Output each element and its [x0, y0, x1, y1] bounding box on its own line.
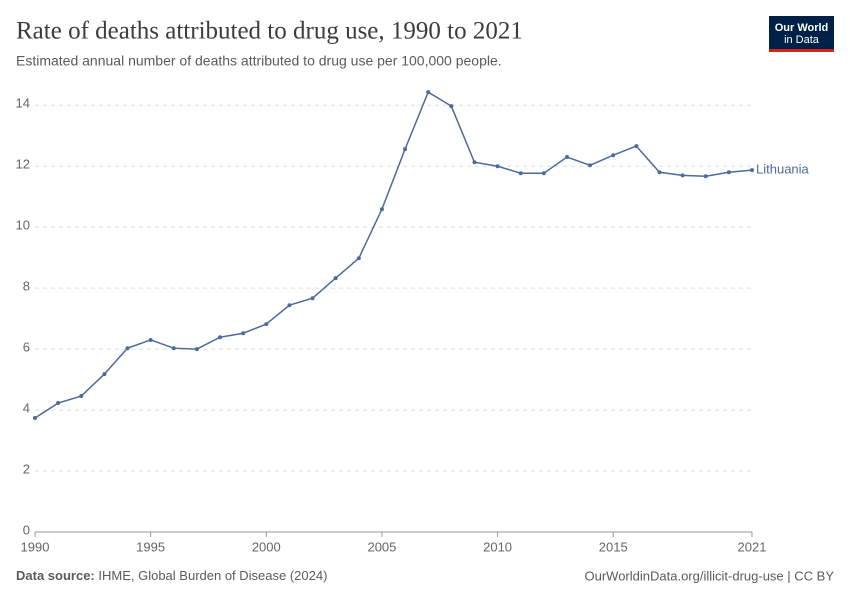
- point: [333, 276, 338, 281]
- point: [264, 322, 269, 327]
- point: [472, 160, 477, 165]
- point: [426, 90, 431, 95]
- x-tick-label: 2005: [367, 539, 396, 554]
- footer: Data source: IHME, Global Burden of Dise…: [16, 568, 327, 583]
- point: [56, 401, 61, 406]
- y-tick-label: 8: [23, 279, 30, 294]
- point: [171, 346, 176, 351]
- y-tick-label: 14: [16, 96, 30, 111]
- point: [703, 174, 708, 179]
- x-tick-label: 2010: [483, 539, 512, 554]
- source-label: Data source:: [16, 568, 95, 583]
- x-tick-label: 1990: [21, 539, 50, 554]
- point: [634, 144, 639, 149]
- point: [356, 256, 361, 261]
- source: IHME, Global Burden of Disease (2024): [98, 568, 327, 583]
- y-tick-label: 6: [23, 340, 30, 355]
- point: [564, 155, 569, 160]
- point: [148, 337, 153, 342]
- logo[interactable]: [769, 16, 834, 52]
- y-tick-label: 0: [23, 522, 30, 537]
- point: [287, 303, 292, 308]
- point: [726, 170, 731, 175]
- point: [379, 207, 384, 212]
- y-tick-label: 10: [16, 218, 30, 233]
- point: [194, 347, 199, 352]
- point: [125, 346, 130, 351]
- y-tick-label: 2: [23, 461, 30, 476]
- logo-bar: [769, 49, 834, 52]
- point: [657, 170, 662, 175]
- y-tick-label: 12: [16, 157, 30, 172]
- point: [403, 147, 408, 152]
- x-tick-label: 2015: [599, 539, 628, 554]
- series-label: Lithuania: [756, 162, 810, 177]
- point: [102, 372, 107, 377]
- chart-title: Rate of deaths attributed to drug use, 1…: [16, 18, 523, 45]
- point: [218, 335, 223, 340]
- y-tick-label: 4: [23, 401, 30, 416]
- point: [79, 394, 84, 399]
- point: [241, 331, 246, 336]
- point: [750, 168, 754, 173]
- series-line: [34, 91, 753, 419]
- logo-text: in Data: [784, 34, 820, 46]
- point: [33, 415, 37, 420]
- point: [310, 296, 315, 301]
- logo-text: Our World: [775, 22, 829, 34]
- point: [680, 173, 685, 178]
- point: [541, 171, 546, 176]
- credit[interactable]: OurWorldinData.org/illicit-drug-use | CC…: [585, 568, 835, 583]
- chart-subtitle: Estimated annual number of deaths attrib…: [16, 53, 502, 69]
- point: [449, 104, 454, 109]
- point: [588, 163, 593, 168]
- point: [611, 153, 616, 158]
- point: [495, 164, 500, 169]
- x-tick-label: 1995: [136, 539, 165, 554]
- point: [518, 171, 523, 176]
- x-tick-label: 2021: [738, 539, 767, 554]
- x-tick-label: 2000: [252, 539, 281, 554]
